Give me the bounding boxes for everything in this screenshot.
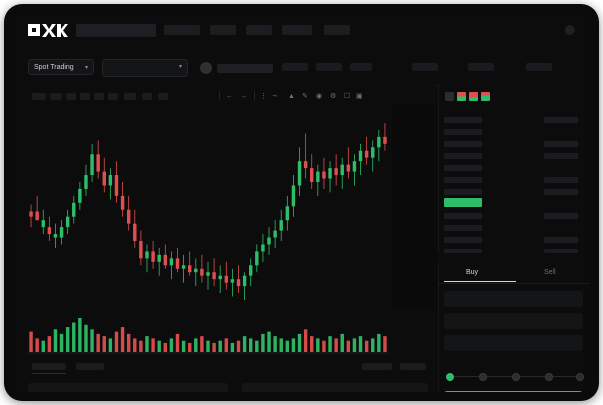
orderbook-bid-price-3 bbox=[444, 249, 482, 255]
market-type-select[interactable]: Spot Trading ▾ bbox=[28, 59, 94, 75]
tablet-screen: Spot Trading ▾ ▾ bbox=[14, 13, 589, 392]
submit-buy-button[interactable] bbox=[444, 391, 583, 392]
orderbook-ask-price-6 bbox=[444, 189, 482, 195]
open-orders-panel[interactable] bbox=[28, 383, 228, 392]
orderbook-depth-icon[interactable] bbox=[481, 92, 490, 101]
timeframe-8[interactable] bbox=[158, 93, 168, 100]
orderbook-ask-price-1 bbox=[444, 129, 482, 135]
brush-icon[interactable]: ✎ bbox=[302, 93, 308, 100]
order-history-panel[interactable] bbox=[242, 383, 428, 392]
orderbook-bid-price-2 bbox=[444, 237, 482, 243]
orderbook-ask-price-3 bbox=[444, 153, 482, 159]
order-total-input[interactable] bbox=[444, 335, 583, 351]
pair-selector[interactable]: ▾ bbox=[102, 59, 188, 77]
orderbook-bid-amount-1 bbox=[544, 237, 578, 243]
slider-step-3[interactable] bbox=[545, 373, 553, 381]
tab-sell[interactable]: Sell bbox=[544, 269, 556, 276]
overlay-artifact bbox=[392, 105, 438, 310]
chart-tab-right-0[interactable] bbox=[362, 363, 392, 370]
nav-item-0[interactable] bbox=[164, 25, 200, 35]
nav-item-2[interactable] bbox=[246, 25, 272, 35]
fullscreen-icon[interactable]: ☐ bbox=[344, 93, 351, 100]
market-stat-2 bbox=[350, 63, 372, 71]
orderbook-ask-amount-1 bbox=[544, 141, 578, 147]
indicator-icon[interactable]: ⋮ bbox=[260, 93, 267, 100]
chart-tab-right-1[interactable] bbox=[400, 363, 426, 370]
slider-step-0[interactable] bbox=[446, 373, 454, 381]
orderbook-spread-row bbox=[444, 198, 482, 207]
timeframe-1[interactable] bbox=[50, 93, 62, 100]
orderbook-bid-price-1 bbox=[444, 225, 482, 231]
orderbook-bid-amount-0 bbox=[544, 213, 578, 219]
trade-tab-underline bbox=[444, 281, 516, 282]
account-avatar-icon[interactable] bbox=[565, 25, 575, 35]
toolbar-divider bbox=[219, 91, 220, 100]
timeframe-0[interactable] bbox=[32, 93, 46, 100]
pair-name-label bbox=[217, 64, 273, 73]
nav-item-3[interactable] bbox=[282, 25, 312, 35]
chevron-down-icon: ▾ bbox=[178, 64, 182, 70]
toolbar-divider-2 bbox=[254, 91, 255, 100]
redo-icon[interactable]: → bbox=[240, 93, 247, 100]
slider-step-4[interactable] bbox=[576, 373, 584, 381]
orderbook-ask-amount-3 bbox=[544, 177, 578, 183]
order-price-input[interactable] bbox=[444, 291, 583, 307]
order-amount-input[interactable] bbox=[444, 313, 583, 329]
orderbook-ask-price-2 bbox=[444, 141, 482, 147]
chart-tab-1[interactable] bbox=[76, 363, 104, 370]
undo-icon[interactable]: ← bbox=[226, 93, 233, 100]
volume-chart bbox=[14, 310, 434, 358]
settings-icon[interactable]: ⚙ bbox=[330, 93, 337, 100]
orderbook-ask-price-4 bbox=[444, 165, 482, 171]
timeframe-3[interactable] bbox=[80, 93, 90, 100]
timeframe-5[interactable] bbox=[108, 93, 118, 100]
eye-icon[interactable]: ◉ bbox=[316, 93, 323, 100]
coin-icon bbox=[200, 62, 212, 74]
chevron-down-icon: ▾ bbox=[84, 65, 88, 71]
timeframe-7[interactable] bbox=[142, 93, 152, 100]
market-type-label: Spot Trading bbox=[34, 64, 74, 71]
orderbook-asks-icon[interactable] bbox=[457, 92, 466, 101]
timeframe-6[interactable] bbox=[124, 93, 136, 100]
orderbook-ask-amount-2 bbox=[544, 153, 578, 159]
timeframe-4[interactable] bbox=[94, 93, 104, 100]
nav-item-1[interactable] bbox=[210, 25, 236, 35]
camera-icon[interactable]: ▣ bbox=[356, 93, 363, 100]
orderbook-bid-amount-2 bbox=[544, 249, 578, 255]
market-stat-4 bbox=[468, 63, 494, 71]
tablet-device-frame: Spot Trading ▾ ▾ bbox=[4, 4, 599, 401]
overlay-artifact-2 bbox=[438, 253, 589, 263]
search-input[interactable] bbox=[76, 24, 156, 37]
top-navigation-bar bbox=[14, 13, 589, 47]
line-tool-icon[interactable]: ∼ bbox=[272, 93, 278, 100]
orderbook-ask-amount-0 bbox=[544, 117, 578, 123]
market-stat-3 bbox=[412, 63, 438, 71]
price-chart[interactable] bbox=[14, 105, 434, 310]
orderbook-ask-price-5 bbox=[444, 177, 482, 183]
tab-buy[interactable]: Buy bbox=[466, 269, 479, 276]
orderbook-ask-amount-4 bbox=[544, 189, 578, 195]
okx-logo-icon[interactable] bbox=[28, 24, 68, 37]
chart-tab-active-underline bbox=[32, 373, 66, 374]
market-stat-5 bbox=[526, 63, 552, 71]
trade-tabs bbox=[438, 263, 589, 284]
chart-tab-0[interactable] bbox=[32, 363, 66, 370]
orderbook-bid-price-0 bbox=[444, 213, 482, 219]
chart-toolbar bbox=[14, 85, 434, 106]
nav-item-4[interactable] bbox=[324, 25, 350, 35]
orderbook-ask-price-0 bbox=[444, 117, 482, 123]
timeframe-2[interactable] bbox=[66, 93, 76, 100]
market-stat-1 bbox=[316, 63, 342, 71]
orderbook-both-icon[interactable] bbox=[445, 92, 454, 101]
market-stat-0 bbox=[282, 63, 308, 71]
slider-step-1[interactable] bbox=[479, 373, 487, 381]
orderbook-bids-icon[interactable] bbox=[469, 92, 478, 101]
magnet-icon[interactable]: ▲ bbox=[288, 93, 295, 100]
slider-step-2[interactable] bbox=[512, 373, 520, 381]
